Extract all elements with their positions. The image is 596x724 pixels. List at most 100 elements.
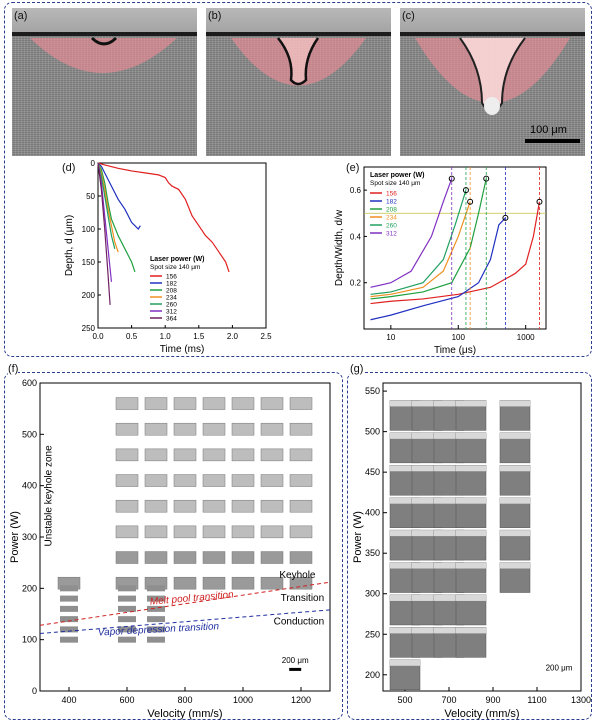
melt-pool-thumbnail <box>60 585 78 592</box>
x-tick-label: 1100 <box>527 695 546 705</box>
y-tick-label: 300 <box>365 589 380 599</box>
y-tick-label: 400 <box>365 508 380 518</box>
y-tick-label: 250 <box>365 629 380 639</box>
panel-g-frame <box>347 372 592 720</box>
x-axis-label: Velocity (mm/s) <box>147 708 222 720</box>
label-f: (f) <box>8 363 19 375</box>
melt-pool-thumbnail <box>173 474 197 487</box>
melt-pool-thumbnail <box>202 525 226 539</box>
series-line-260 <box>97 162 116 249</box>
series-line-260 <box>370 189 467 295</box>
melt-pool-thumbnail <box>289 474 313 487</box>
cross-section-surface <box>390 497 420 504</box>
series-line-234 <box>370 201 471 298</box>
y-tick-label: 550 <box>365 386 380 396</box>
cross-section-surface <box>500 562 530 569</box>
y-tick-label: 450 <box>365 467 380 477</box>
x-tick-label: 1000 <box>233 695 253 705</box>
y-tick-label: 200 <box>82 291 96 300</box>
melt-pool-thumbnail <box>231 551 255 564</box>
legend-label: 364 <box>166 316 177 323</box>
melt-pool-thumbnail <box>289 448 313 462</box>
cross-section-surface <box>434 594 464 601</box>
melt-pool-thumbnail <box>289 499 313 513</box>
y-tick-label: 300 <box>22 532 37 542</box>
y-tick-label: 100 <box>82 225 96 234</box>
cross-section-surface <box>500 432 530 439</box>
y-tick-label: 500 <box>365 427 380 437</box>
panel-f-frame <box>4 372 343 720</box>
cross-section-surface <box>390 465 420 472</box>
melt-pool-thumbnail <box>173 397 197 410</box>
melt-pool-thumbnail <box>173 422 197 436</box>
melt-pool-thumbnail <box>173 576 197 590</box>
y-tick-label: 50 <box>86 192 95 201</box>
cross-section-surface <box>500 530 530 537</box>
melt-pool-thumbnail <box>289 525 313 539</box>
melt-pool-thumbnail <box>60 595 78 602</box>
cross-section-surface <box>456 497 486 504</box>
melt-pool-thumbnail <box>231 448 255 462</box>
cross-section-surface <box>456 594 486 601</box>
melt-pool-thumbnail <box>147 636 165 643</box>
micro-scale-label: 100 μm <box>530 124 567 136</box>
melt-pool-thumbnail <box>231 422 255 436</box>
melt-pool-thumbnail <box>260 422 284 436</box>
melt-pool-thumbnail <box>60 626 78 633</box>
keyhole-label: Keyhole <box>279 570 316 581</box>
y-tick-label: 600 <box>22 378 37 388</box>
melt-pool-thumbnail <box>118 605 136 612</box>
legend-label: 234 <box>166 295 177 302</box>
y-tick-label: 150 <box>82 258 96 267</box>
melt-pool-thumbnail <box>115 474 139 487</box>
series-endpoint-208 <box>483 175 490 182</box>
y-axis-label: Depth/Width, d/w <box>334 209 345 286</box>
melt-pool-thumbnail <box>289 551 313 564</box>
x-tick-label: 10 <box>386 333 395 342</box>
melt-pool-thumbnail <box>144 499 168 513</box>
plot-frame <box>363 166 547 330</box>
cross-section-surface <box>456 627 486 634</box>
cross-section-surface <box>434 432 464 439</box>
melt-pool-thumbnail <box>173 525 197 539</box>
melt-pool-thumbnail <box>60 616 78 623</box>
melt-pool-thumbnail <box>173 551 197 564</box>
x-tick-label: 500 <box>397 695 412 705</box>
melt-pool-thumbnail <box>231 576 255 590</box>
y-axis-label: Power (W) <box>9 511 21 563</box>
label-c: (c) <box>402 10 415 22</box>
melt-pool-thumbnail <box>118 626 136 633</box>
legend-title: Laser power (W) <box>370 172 424 179</box>
cross-section-surface <box>456 432 486 439</box>
melt-pool-thumbnail <box>289 576 313 590</box>
cross-section-surface <box>500 497 530 504</box>
cross-section-surface <box>434 627 464 634</box>
x-tick-label: 700 <box>441 695 456 705</box>
melt-pool-thumbnail <box>147 626 165 633</box>
melt-pool-thumbnail <box>231 499 255 513</box>
y-axis-label: Depth, d (μm) <box>64 215 75 276</box>
cross-section-surface <box>434 465 464 472</box>
legend-title: Laser power (W) <box>150 256 204 263</box>
legend-label: 208 <box>166 288 177 295</box>
x-tick-label: 1300 <box>571 695 591 705</box>
series-line-182 <box>370 217 506 321</box>
cross-section-surface <box>390 530 420 537</box>
series-line-234 <box>97 162 119 253</box>
legend-sub: Spot size 140 μm <box>150 264 200 271</box>
melt-pool-thumbnail <box>115 448 139 462</box>
cross-section-surface <box>434 400 464 407</box>
series-endpoint-312 <box>448 175 455 182</box>
melt-pool-thumbnail <box>144 474 168 487</box>
x-tick-label: 1200 <box>291 695 311 705</box>
cross-section-surface <box>456 400 486 407</box>
y-tick-label: 350 <box>365 548 380 558</box>
depth-width-chart: 10 100 1000 0.2 0.4 0.6 Time (μs) Depth/Width, … <box>334 166 547 356</box>
melt-pool-thumbnail <box>118 616 136 623</box>
melt-pool-thumbnail <box>173 448 197 462</box>
cross-section-surface <box>412 465 442 472</box>
melt-pool-thumbnail <box>115 551 139 564</box>
x-axis-label: Velocity (mm/s) <box>444 708 519 720</box>
x-axis-label: Time (ms) <box>160 344 205 355</box>
melt-pool-thumbnail <box>144 551 168 564</box>
